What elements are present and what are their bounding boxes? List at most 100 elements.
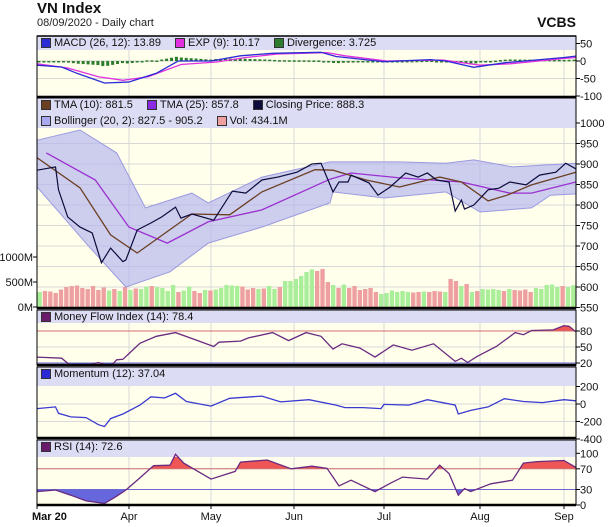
volume-bar: [229, 285, 234, 307]
divergence-bar: [292, 60, 296, 62]
mfi-plot: [37, 323, 576, 365]
volume-bar: [197, 293, 202, 307]
volume-bar: [266, 286, 272, 307]
divergence-bar: [248, 58, 252, 61]
divergence-bar: [189, 58, 193, 61]
momentum-line: [37, 392, 576, 428]
divergence-bar: [145, 60, 149, 62]
closing-price-line: [37, 162, 576, 265]
volume-bar: [144, 286, 149, 307]
volume-bar: [341, 284, 347, 307]
volume-bar: [325, 282, 331, 307]
divergence-bar: [361, 61, 365, 63]
volume-bar: [234, 286, 240, 307]
legend-item: Divergence: 3.725: [273, 37, 377, 49]
volume-bar: [411, 292, 416, 307]
volume-bar: [256, 289, 261, 307]
macd-y-tick-label: 0: [580, 56, 586, 68]
divergence-bar: [160, 59, 164, 62]
volume-tick-label: 500M: [5, 277, 33, 289]
divergence-bar: [287, 60, 291, 62]
rsi-legend: RSI (14): 72.6: [41, 441, 572, 453]
price-legend-bar: [37, 98, 576, 128]
divergence-bar: [297, 60, 301, 62]
price-y-tick-label: 1000: [580, 118, 604, 130]
volume-bar: [165, 291, 170, 307]
divergence-bar: [405, 61, 409, 63]
divergence-bar: [101, 61, 105, 67]
mfi-line: [37, 325, 576, 365]
divergence-bar: [474, 61, 478, 64]
volume-bar: [58, 289, 64, 307]
divergence-bar: [317, 60, 321, 62]
mfi-y-tick-label: 20: [580, 358, 592, 370]
divergence-bar: [165, 58, 169, 61]
volume-bar: [138, 289, 144, 307]
volume-bar: [507, 289, 512, 307]
volume-bar: [496, 290, 501, 307]
macd-y-tick-label: 50: [580, 39, 592, 51]
x-tick-label: Aug: [470, 511, 490, 523]
price-y-tick-label: 800: [580, 200, 598, 212]
momentum-y-tick-label: 200: [580, 382, 598, 394]
divergence-bar: [400, 61, 404, 63]
brand-label: VCBS: [537, 14, 576, 30]
divergence-bar: [194, 58, 198, 61]
volume-bar: [565, 287, 571, 307]
volume-bar: [544, 285, 549, 307]
volume-bar: [186, 286, 192, 307]
divergence-bar: [81, 61, 85, 65]
mfi-legend: Money Flow Index (14): 78.4: [41, 311, 572, 323]
divergence-bar: [111, 61, 115, 65]
legend-label: Momentum (12): 37.04: [54, 368, 166, 380]
volume-bar: [384, 293, 389, 307]
volume-bar: [512, 290, 517, 307]
divergence-bar: [273, 59, 277, 62]
divergence-bar: [508, 59, 512, 61]
price-y-tick-label: 600: [580, 282, 598, 294]
price-legend: TMA (10): 881.5 TMA (25): 857.8 Closing Pr…: [41, 99, 572, 127]
volume-bar: [549, 284, 555, 307]
legend-swatch-icon: [252, 100, 263, 110]
volume-bar: [379, 294, 384, 307]
divergence-bar: [199, 58, 203, 61]
divergence-bar: [263, 59, 267, 61]
volume-bar: [459, 286, 464, 307]
volume-bar: [421, 291, 427, 307]
legend-label: Divergence: 3.725: [286, 37, 377, 49]
legend-label: Bollinger (20, 2): 827.5 - 905.2: [54, 115, 203, 127]
divergence-bar: [140, 61, 144, 63]
divergence-bar: [312, 60, 316, 62]
legend-label: EXP (9): 10.17: [188, 37, 260, 49]
divergence-bar: [71, 61, 75, 64]
overbought-fill: [37, 457, 576, 469]
volume-bar: [298, 276, 304, 307]
divergence-bar: [557, 59, 561, 62]
volume-bar: [149, 286, 154, 307]
volume-bar: [117, 291, 122, 307]
volume-bar: [42, 291, 48, 307]
momentum-legend-bar: [37, 367, 576, 386]
macd-legend-bar: [37, 36, 576, 50]
price-y-tick-label: 950: [580, 139, 598, 151]
divergence-bar: [184, 57, 188, 61]
divergence-bar: [268, 59, 272, 62]
divergence-bar: [513, 59, 517, 62]
divergence-bar: [174, 56, 178, 61]
volume-bar: [400, 291, 405, 307]
divergence-bar: [224, 58, 228, 61]
volume-bar: [405, 292, 411, 307]
legend-item: Bollinger (20, 2): 827.5 - 905.2: [41, 115, 203, 127]
legend-item: Closing Price: 888.3: [252, 99, 365, 111]
volume-bar: [304, 272, 309, 307]
legend-label: Closing Price: 888.3: [265, 99, 365, 111]
volume-bar: [261, 288, 266, 307]
divergence-bar: [498, 60, 502, 62]
volume-tick-label: 0M: [18, 302, 33, 314]
price-y-tick-label: 550: [580, 303, 598, 315]
momentum-legend: Momentum (12): 37.04: [41, 368, 572, 380]
divergence-bar: [204, 59, 208, 61]
volume-bar: [160, 288, 165, 307]
divergence-bar: [572, 59, 576, 62]
legend-swatch-icon: [41, 100, 51, 110]
